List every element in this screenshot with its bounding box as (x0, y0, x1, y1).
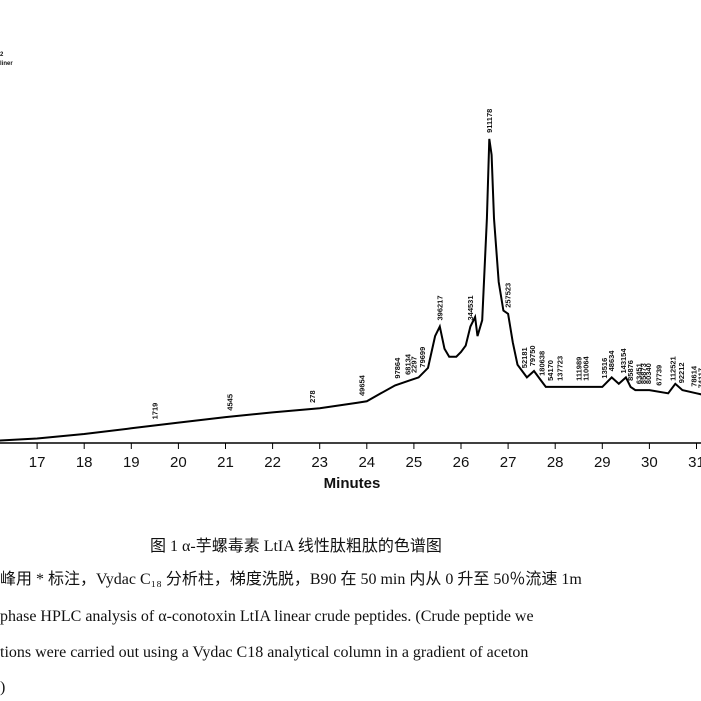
peak-label: 92212 (677, 362, 686, 383)
x-tick-label: 22 (264, 454, 281, 471)
x-axis-title: Minutes (324, 475, 381, 492)
peak-label: 85876 (626, 360, 635, 381)
peak-label: 79699 (418, 347, 427, 368)
peak-label: 110064 (581, 355, 590, 380)
x-tick-label: 21 (217, 454, 234, 471)
caption-line-en-1: phase HPLC analysis of α-conotoxin LtIA … (0, 608, 534, 625)
peak-label: 74117 (697, 368, 701, 388)
x-axis: 16171819202122232425262728293031 (0, 442, 701, 471)
x-tick-label: 29 (594, 454, 611, 471)
peak-label: 49654 (358, 374, 367, 396)
x-tick-label: 24 (358, 454, 375, 471)
peak-label: 79750 (528, 345, 537, 366)
corner-text-1: 2 (0, 52, 4, 58)
x-tick-label: 25 (406, 454, 423, 471)
peak-label: 143154 (619, 348, 628, 374)
peak-label: 1719 (150, 403, 159, 420)
x-tick-label: 27 (500, 454, 517, 471)
x-tick-label: 23 (311, 454, 328, 471)
caption-line-cn: 峰用 * 标注，Vydac C₁₈ 分析柱，梯度洗脱，B90 在 50 min … (0, 571, 582, 588)
chromatogram-trace (0, 138, 701, 442)
peak-label: 257523 (504, 283, 513, 308)
peak-label: 48634 (607, 350, 616, 372)
peak-label: 97864 (393, 357, 402, 379)
peak-label: 68134 (404, 353, 413, 375)
peak-label: 180638 (538, 351, 547, 376)
peak-label: 54170 (546, 360, 555, 381)
peak-label: 344531 (466, 295, 475, 320)
x-tick-label: 26 (453, 454, 470, 471)
peak-label: 911178 (485, 109, 494, 133)
peak-label: 67739 (654, 365, 663, 386)
chromatogram-chart: 2 liner 16171819202122232425262728293031… (0, 52, 701, 492)
x-tick-label: 28 (547, 454, 564, 471)
corner-text-2: liner (0, 61, 13, 67)
peak-label: 85873 (639, 363, 648, 384)
peak-label: 396217 (435, 295, 444, 320)
peak-label: 78614 (690, 365, 699, 387)
x-tick-label: 18 (76, 454, 93, 471)
peak-label: 80340 (644, 363, 653, 384)
peak-label: 4545 (226, 394, 235, 411)
peak-label: 63451 (635, 363, 644, 384)
caption-line-end: ) (0, 679, 6, 696)
peak-label: 2297 (409, 356, 418, 373)
peak-label: 52181 (520, 347, 529, 368)
peak-label: 13516 (600, 358, 609, 379)
x-tick-label: 31 (688, 454, 701, 471)
x-tick-label: 19 (123, 454, 140, 471)
peak-label: 112521 (669, 356, 678, 381)
peak-label: 278 (308, 390, 317, 403)
x-tick-label: 30 (641, 454, 658, 471)
figure-title: 图 1 α-芋螺毒素 LtIA 线性肽粗肽的色谱图 (150, 538, 442, 555)
peak-label: 137723 (555, 356, 564, 381)
caption-line-en-2: tions were carried out using a Vydac C18… (0, 644, 529, 661)
x-tick-label: 17 (29, 454, 46, 471)
x-tick-label: 20 (170, 454, 187, 471)
peak-label: 111989 (574, 357, 583, 381)
